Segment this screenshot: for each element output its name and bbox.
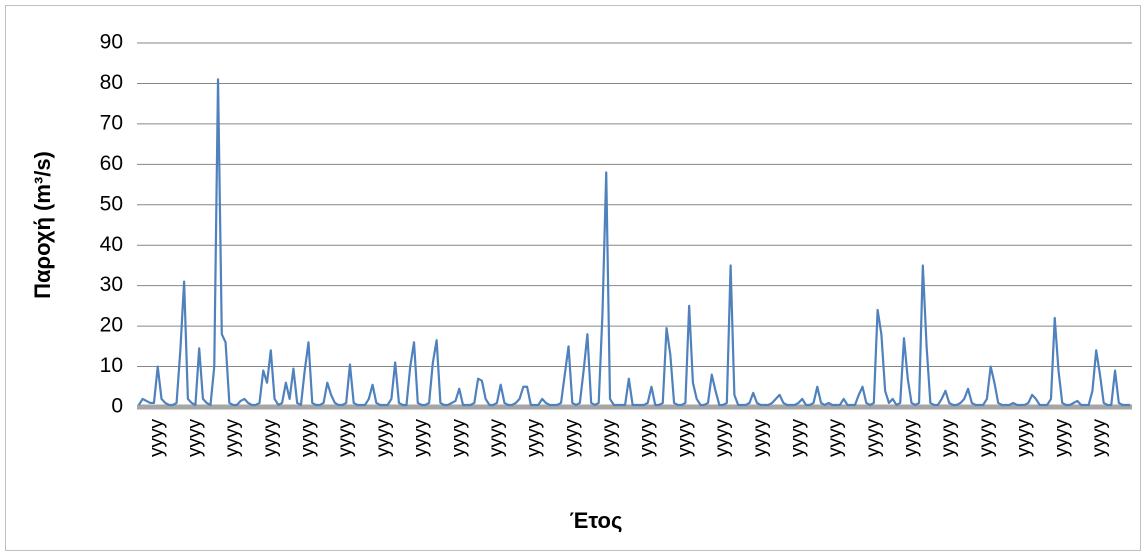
y-tick-label: 70 [100,111,123,134]
x-tick-label: yyyy [260,419,281,458]
y-tick-label: 30 [100,273,123,296]
chart-frame [5,5,1141,551]
y-tick-label: 80 [100,71,123,94]
x-tick-label: yyyy [712,419,733,458]
x-tick-label: yyyy [674,419,695,458]
x-tick-label: yyyy [411,419,432,458]
y-tick-label: 60 [100,152,123,175]
x-tick-label: yyyy [524,419,545,458]
x-tick-label: yyyy [825,419,846,458]
y-tick-label: 10 [100,354,123,377]
x-tick-label: yyyy [222,419,243,458]
y-tick-label: 40 [100,233,123,256]
x-tick-label: yyyy [147,419,168,458]
x-tick-label: yyyy [486,419,507,458]
x-tick-label: yyyy [448,419,469,458]
x-tick-label: yyyy [1014,419,1035,458]
y-tick-label: 20 [100,314,123,337]
y-axis-title: Παροχή (m³/s) [30,151,55,299]
x-tick-label: yyyy [976,419,997,458]
x-tick-label: yyyy [787,419,808,458]
y-tick-label: 0 [111,395,123,418]
y-tick-label: 50 [100,192,123,215]
x-tick-label: yyyy [184,419,205,458]
x-tick-label: yyyy [1089,419,1110,458]
x-tick-label: yyyy [938,419,959,458]
x-tick-label: yyyy [561,419,582,458]
x-tick-label: yyyy [637,419,658,458]
x-tick-label: yyyy [599,419,620,458]
y-tick-label: 90 [100,31,123,54]
data-line [137,78,1131,407]
x-tick-label: yyyy [863,419,884,458]
x-tick-label: yyyy [750,419,771,458]
x-axis-title: Έτος [570,508,623,533]
x-tick-label: yyyy [298,419,319,458]
x-tick-label: yyyy [373,419,394,458]
x-tick-label: yyyy [335,419,356,458]
x-tick-label: yyyy [1051,419,1072,458]
x-tick-label: yyyy [901,419,922,458]
